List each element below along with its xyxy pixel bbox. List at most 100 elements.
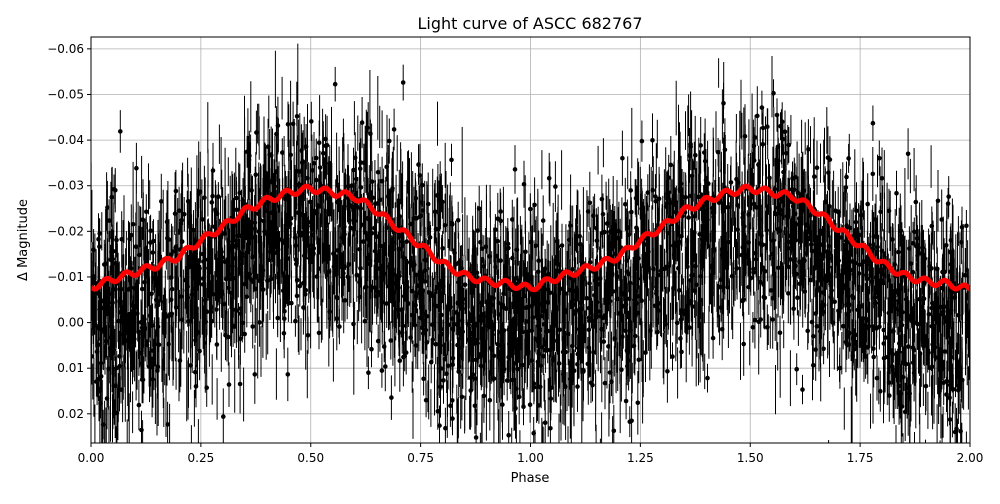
data-point xyxy=(358,265,363,271)
data-point xyxy=(586,327,592,333)
data-point xyxy=(624,269,630,275)
data-point xyxy=(541,322,547,327)
data-point xyxy=(751,266,756,272)
data-point xyxy=(173,245,179,250)
data-point xyxy=(545,328,550,334)
data-point xyxy=(768,288,774,293)
data-point xyxy=(845,312,851,318)
data-point xyxy=(509,322,515,328)
data-point xyxy=(193,262,199,267)
data-point xyxy=(339,252,345,257)
data-point xyxy=(448,403,453,409)
data-point xyxy=(790,176,795,181)
data-point xyxy=(155,324,161,330)
data-point xyxy=(776,265,781,271)
data-point xyxy=(427,235,433,240)
data-point xyxy=(706,181,711,186)
data-point xyxy=(384,164,390,170)
data-point xyxy=(665,190,670,196)
data-point xyxy=(815,286,820,292)
data-point xyxy=(446,322,451,328)
data-point xyxy=(108,257,114,263)
data-point xyxy=(323,136,328,142)
data-point xyxy=(704,211,710,217)
data-point xyxy=(498,209,504,214)
data-point xyxy=(606,279,612,284)
data-point xyxy=(139,377,145,382)
data-point xyxy=(367,243,372,248)
data-point xyxy=(863,354,868,359)
data-point xyxy=(479,363,484,369)
data-point xyxy=(616,311,622,316)
data-point xyxy=(922,256,928,261)
data-point xyxy=(169,252,174,257)
data-point xyxy=(643,350,648,355)
data-point xyxy=(948,262,954,267)
data-point xyxy=(265,144,271,149)
data-point xyxy=(808,277,813,283)
data-point xyxy=(359,120,365,125)
data-point xyxy=(847,225,853,231)
data-point xyxy=(795,295,800,301)
data-point xyxy=(316,140,322,146)
data-point xyxy=(303,144,309,149)
data-point xyxy=(820,290,826,295)
data-point xyxy=(500,302,506,308)
data-point xyxy=(357,247,362,252)
data-point xyxy=(718,305,724,310)
data-point xyxy=(905,151,911,157)
data-point xyxy=(802,258,807,263)
data-point xyxy=(943,319,949,324)
data-point xyxy=(390,297,395,303)
data-point xyxy=(850,259,855,264)
data-point xyxy=(357,280,362,285)
data-point xyxy=(746,212,751,217)
data-point xyxy=(837,365,843,371)
data-point xyxy=(818,306,824,311)
data-point xyxy=(375,169,381,175)
data-point xyxy=(687,325,692,330)
data-point xyxy=(468,388,474,393)
data-point xyxy=(216,194,221,199)
data-point xyxy=(305,230,310,235)
data-point xyxy=(363,284,369,290)
data-point xyxy=(629,418,634,424)
data-point xyxy=(826,264,832,270)
data-point xyxy=(910,360,916,366)
data-point xyxy=(138,350,144,356)
data-point xyxy=(548,385,554,391)
data-point xyxy=(252,226,258,231)
data-point xyxy=(664,264,670,270)
data-point xyxy=(710,335,716,341)
data-point xyxy=(118,129,123,134)
data-point xyxy=(698,297,703,303)
data-point xyxy=(498,218,504,224)
data-point xyxy=(173,188,179,194)
data-point xyxy=(567,376,573,382)
data-point xyxy=(280,150,285,155)
data-point xyxy=(940,285,945,291)
data-point xyxy=(472,403,478,409)
data-point xyxy=(864,292,870,297)
data-point xyxy=(762,269,768,274)
data-point xyxy=(421,311,427,317)
data-point xyxy=(889,296,895,301)
data-point xyxy=(840,323,846,329)
data-point xyxy=(886,310,892,316)
data-point xyxy=(789,233,794,238)
model-curve xyxy=(91,183,970,293)
data-point xyxy=(632,333,638,339)
data-point xyxy=(615,296,620,302)
data-point xyxy=(811,363,816,368)
data-point xyxy=(381,344,387,349)
data-point xyxy=(944,392,949,397)
data-point xyxy=(863,259,868,265)
data-point xyxy=(529,358,535,363)
data-point xyxy=(551,357,557,362)
data-point xyxy=(271,239,277,245)
data-point xyxy=(607,298,613,304)
data-point xyxy=(657,272,663,278)
data-point xyxy=(308,220,313,225)
data-point xyxy=(507,341,512,347)
data-point xyxy=(921,344,926,349)
